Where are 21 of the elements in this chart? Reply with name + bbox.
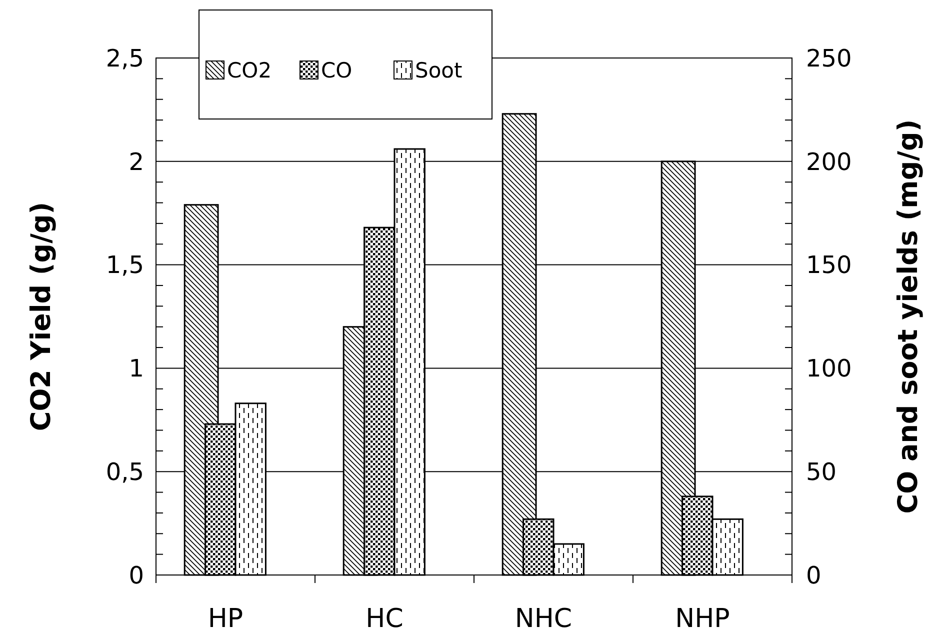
legend-label: CO [321, 58, 352, 82]
y2-tick-label: 0 [806, 561, 822, 590]
y2-tick-label: 150 [806, 251, 852, 280]
legend-label: Soot [415, 58, 462, 82]
y-tick-label: 2 [128, 148, 144, 176]
x-tick-label: NHC [514, 604, 572, 634]
y2-tick-label: 50 [806, 458, 837, 486]
x-tick-label: HP [208, 604, 244, 634]
y-axis-title: CO2 Yield (g/g) [26, 202, 57, 432]
legend-label: CO2 [227, 58, 272, 82]
x-tick-label: HC [366, 604, 404, 634]
y2-tick-label: 250 [806, 44, 852, 72]
y-tick-label: 0,5 [106, 458, 144, 486]
x-tick-label: NHP [675, 604, 730, 634]
y-tick-label: 1 [128, 354, 144, 383]
y-tick-label: 2,5 [106, 44, 144, 72]
y-tick-label: 0 [128, 561, 144, 590]
y-tick-label: 1,5 [106, 251, 144, 280]
y2-tick-label: 200 [806, 148, 852, 176]
y2-tick-label: 100 [806, 354, 852, 383]
y2-axis-title: CO and soot yields (mg/g) [893, 119, 924, 514]
